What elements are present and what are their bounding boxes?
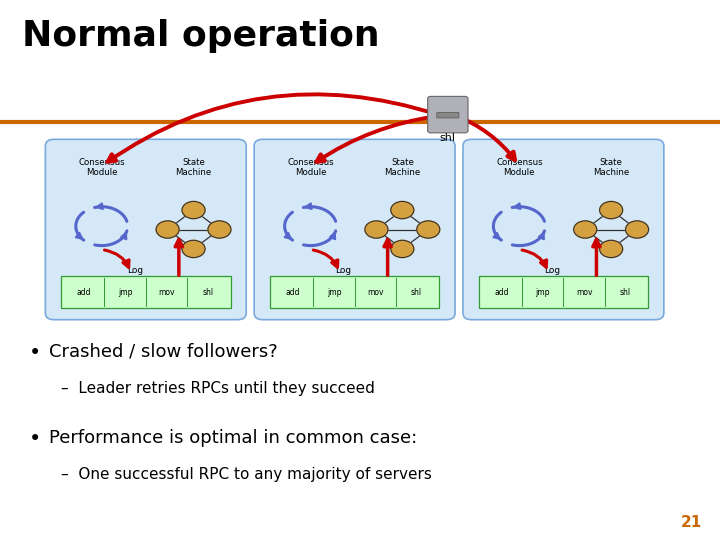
Text: shl: shl — [411, 288, 422, 296]
Text: •: • — [29, 343, 41, 363]
Circle shape — [156, 221, 179, 238]
Text: add: add — [494, 288, 509, 296]
Text: Log: Log — [127, 266, 143, 275]
Text: Crashed / slow followers?: Crashed / slow followers? — [49, 343, 278, 361]
FancyBboxPatch shape — [254, 139, 455, 320]
FancyBboxPatch shape — [270, 276, 439, 308]
Text: shl: shl — [620, 288, 631, 296]
Text: 21: 21 — [680, 515, 702, 530]
FancyBboxPatch shape — [428, 96, 468, 133]
Circle shape — [365, 221, 388, 238]
Circle shape — [208, 221, 231, 238]
Text: mov: mov — [367, 288, 384, 296]
Circle shape — [182, 201, 205, 219]
Text: shl: shl — [202, 288, 213, 296]
Text: Log: Log — [336, 266, 351, 275]
Circle shape — [600, 201, 623, 219]
Text: Consensus
Module: Consensus Module — [496, 158, 543, 177]
Text: Normal operation: Normal operation — [22, 19, 379, 53]
Text: mov: mov — [576, 288, 593, 296]
Text: jmp: jmp — [118, 288, 132, 296]
FancyBboxPatch shape — [479, 276, 648, 308]
Circle shape — [391, 240, 414, 258]
Text: •: • — [29, 429, 41, 449]
Text: jmp: jmp — [536, 288, 550, 296]
Text: shl: shl — [440, 132, 456, 143]
Text: mov: mov — [158, 288, 175, 296]
Text: Performance is optimal in common case:: Performance is optimal in common case: — [49, 429, 417, 447]
Text: jmp: jmp — [327, 288, 341, 296]
Text: add: add — [76, 288, 91, 296]
Circle shape — [600, 240, 623, 258]
Text: –  Leader retries RPCs until they succeed: – Leader retries RPCs until they succeed — [61, 381, 375, 396]
Text: State
Machine: State Machine — [176, 158, 212, 177]
Text: Log: Log — [544, 266, 560, 275]
Text: Consensus
Module: Consensus Module — [78, 158, 125, 177]
Circle shape — [626, 221, 649, 238]
FancyBboxPatch shape — [45, 139, 246, 320]
Text: State
Machine: State Machine — [593, 158, 629, 177]
Text: add: add — [285, 288, 300, 296]
Text: State
Machine: State Machine — [384, 158, 420, 177]
Text: –  One successful RPC to any majority of servers: – One successful RPC to any majority of … — [61, 467, 432, 482]
FancyBboxPatch shape — [437, 112, 459, 118]
Circle shape — [182, 240, 205, 258]
Circle shape — [417, 221, 440, 238]
Circle shape — [391, 201, 414, 219]
Text: Consensus
Module: Consensus Module — [287, 158, 334, 177]
FancyBboxPatch shape — [463, 139, 664, 320]
FancyBboxPatch shape — [61, 276, 230, 308]
Circle shape — [574, 221, 597, 238]
